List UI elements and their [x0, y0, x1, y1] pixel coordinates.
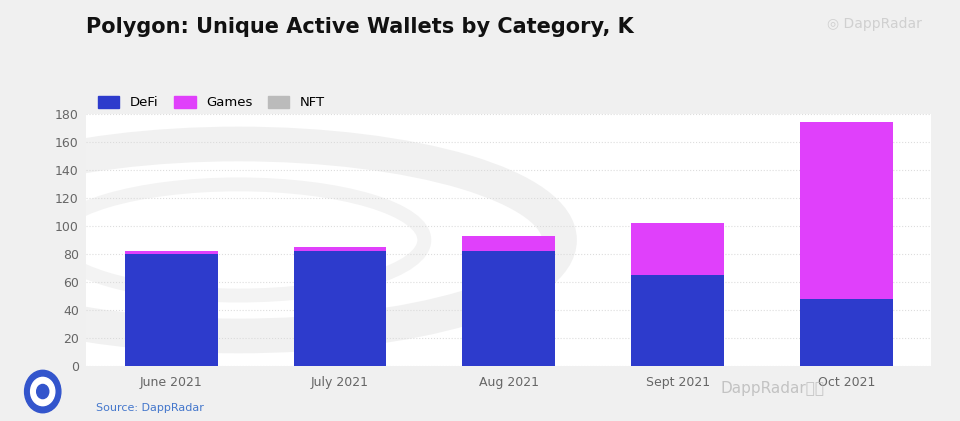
Legend: DeFi, Games, NFT: DeFi, Games, NFT — [93, 91, 330, 115]
Bar — [463, 251, 555, 366]
Bar — [800, 122, 893, 299]
Text: ◎ DappRadar: ◎ DappRadar — [827, 17, 922, 31]
Bar — [125, 251, 218, 254]
Bar — [294, 247, 387, 251]
Bar — [631, 223, 724, 275]
Bar — [800, 299, 893, 366]
Bar — [125, 254, 218, 366]
Text: Polygon: Unique Active Wallets by Category, K: Polygon: Unique Active Wallets by Catego… — [86, 17, 635, 37]
Circle shape — [31, 377, 55, 406]
Circle shape — [36, 384, 49, 399]
Bar — [463, 236, 555, 251]
Bar — [631, 275, 724, 366]
Text: Source: DappRadar: Source: DappRadar — [96, 402, 204, 413]
Bar — [294, 251, 387, 366]
Circle shape — [25, 370, 60, 413]
Text: DappRadar榜单: DappRadar榜单 — [720, 381, 824, 396]
